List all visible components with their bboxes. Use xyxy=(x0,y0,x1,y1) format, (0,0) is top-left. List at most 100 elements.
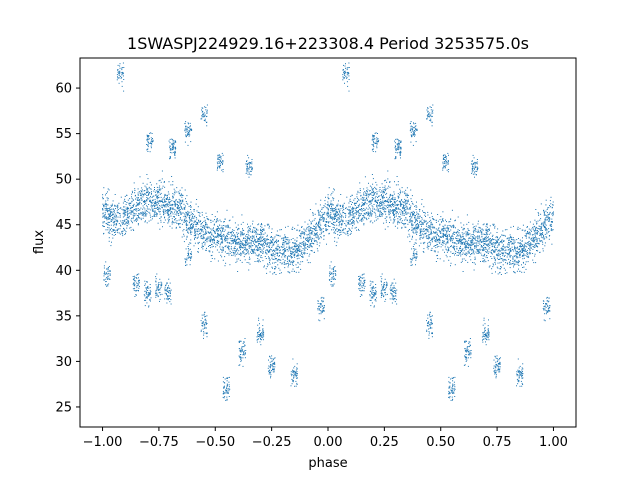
data-point xyxy=(438,238,440,240)
data-point xyxy=(349,220,351,222)
data-point xyxy=(258,233,260,235)
data-point xyxy=(471,244,473,246)
data-point xyxy=(492,263,494,265)
data-point xyxy=(423,251,425,253)
data-point xyxy=(132,199,134,201)
data-point xyxy=(496,232,498,233)
data-point xyxy=(253,250,255,252)
data-point xyxy=(205,223,206,225)
data-point xyxy=(509,250,511,252)
data-point xyxy=(339,221,341,223)
data-point xyxy=(465,255,467,257)
data-point xyxy=(334,216,336,217)
data-point xyxy=(320,231,322,233)
data-point xyxy=(144,208,146,210)
data-point xyxy=(322,228,324,230)
data-point xyxy=(288,245,290,247)
data-point xyxy=(501,234,503,236)
data-point xyxy=(124,209,126,211)
data-point xyxy=(320,224,322,226)
data-point xyxy=(295,271,297,273)
data-point xyxy=(472,230,474,232)
data-point xyxy=(504,269,506,271)
data-point xyxy=(232,254,234,256)
data-point xyxy=(307,238,309,240)
data-point xyxy=(166,204,168,205)
data-point xyxy=(245,240,247,242)
data-point xyxy=(258,249,260,251)
data-point xyxy=(385,216,387,218)
data-point xyxy=(205,249,207,251)
data-point xyxy=(543,212,545,214)
data-point xyxy=(203,234,205,236)
data-point xyxy=(475,242,477,244)
data-point xyxy=(382,204,384,206)
data-point xyxy=(422,210,423,212)
data-point xyxy=(210,221,212,223)
data-point xyxy=(319,226,321,228)
data-point xyxy=(504,259,506,261)
data-point xyxy=(486,255,488,256)
data-point xyxy=(494,244,496,246)
data-point xyxy=(330,208,332,209)
data-point xyxy=(440,232,442,234)
data-point xyxy=(532,236,534,238)
data-point xyxy=(352,220,354,222)
data-point xyxy=(342,219,344,221)
data-point xyxy=(290,253,292,254)
data-point xyxy=(536,241,538,242)
data-point xyxy=(388,204,390,206)
data-point xyxy=(318,213,320,215)
data-point xyxy=(304,245,306,247)
data-point xyxy=(403,191,405,193)
data-point xyxy=(391,206,393,208)
data-point xyxy=(406,202,408,204)
data-point xyxy=(324,224,326,226)
data-point xyxy=(194,232,196,234)
data-point xyxy=(294,242,296,244)
data-point xyxy=(360,209,362,211)
data-point xyxy=(339,209,341,211)
data-point xyxy=(126,217,128,219)
data-point xyxy=(223,225,225,226)
data-point xyxy=(348,228,350,229)
data-point xyxy=(146,222,148,224)
data-point xyxy=(316,243,318,245)
data-point xyxy=(490,243,492,245)
data-point xyxy=(298,257,300,259)
data-point xyxy=(483,243,485,245)
data-point xyxy=(535,237,537,239)
data-point xyxy=(137,210,139,211)
data-point xyxy=(154,198,156,200)
data-point xyxy=(198,230,200,232)
data-point xyxy=(296,250,298,252)
data-point xyxy=(146,205,148,207)
data-point xyxy=(179,217,181,219)
data-point xyxy=(229,227,231,229)
data-point xyxy=(250,242,252,244)
data-point xyxy=(524,249,526,251)
data-point xyxy=(107,204,109,206)
data-point xyxy=(452,247,454,249)
data-point xyxy=(411,238,413,240)
data-point xyxy=(502,253,504,255)
data-point xyxy=(549,212,551,214)
data-point xyxy=(460,245,461,247)
data-point xyxy=(549,217,551,219)
data-point xyxy=(185,223,187,225)
data-point xyxy=(405,223,407,225)
data-point xyxy=(234,255,236,257)
data-point xyxy=(467,229,469,231)
data-point xyxy=(543,238,545,240)
data-point xyxy=(480,233,482,235)
data-point xyxy=(228,248,230,250)
data-point xyxy=(349,234,351,235)
data-point xyxy=(217,232,218,234)
data-point xyxy=(204,242,206,244)
data-point xyxy=(307,236,309,238)
data-point xyxy=(269,260,271,262)
data-point xyxy=(417,225,419,227)
data-point xyxy=(385,188,386,190)
data-point xyxy=(548,238,550,240)
data-point xyxy=(110,214,112,216)
